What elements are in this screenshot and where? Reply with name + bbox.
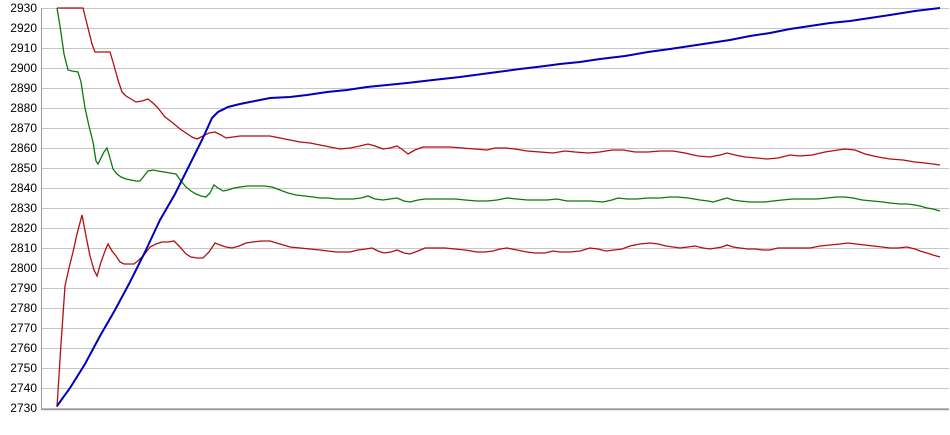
y-axis-tick-label: 2840 <box>10 181 37 195</box>
y-axis-tick-label: 2920 <box>10 21 37 35</box>
y-axis-tick-label: 2830 <box>10 201 37 215</box>
y-axis-tick-label: 2760 <box>10 341 37 355</box>
blue-line-series <box>56 7 941 407</box>
y-axis-tick-label: 2750 <box>10 361 37 375</box>
red-upper-line-series <box>57 7 941 166</box>
y-axis-tick-label: 2910 <box>10 41 37 55</box>
y-axis-tick-label: 2890 <box>10 81 37 95</box>
y-axis-tick-label: 2790 <box>10 281 37 295</box>
y-axis-tick-label: 2870 <box>10 121 37 135</box>
y-axis-tick-label: 2850 <box>10 161 37 175</box>
y-axis-tick-label: 2820 <box>10 221 37 235</box>
y-axis-tick-label: 2730 <box>10 401 37 415</box>
green-line-series <box>56 7 941 212</box>
y-axis-tick-label: 2900 <box>10 61 37 75</box>
y-axis-tick-label: 2880 <box>10 101 37 115</box>
y-axis-tick-label: 2740 <box>10 381 37 395</box>
y-axis-tick-label: 2810 <box>10 241 37 255</box>
y-axis-tick-label: 2770 <box>10 321 37 335</box>
red-lower-line-series <box>56 214 941 408</box>
y-axis-tick-label: 2860 <box>10 141 37 155</box>
y-axis-tick-label: 2800 <box>10 261 37 275</box>
y-axis-tick-label: 2930 <box>10 1 37 15</box>
y-axis-tick-label: 2780 <box>10 301 37 315</box>
